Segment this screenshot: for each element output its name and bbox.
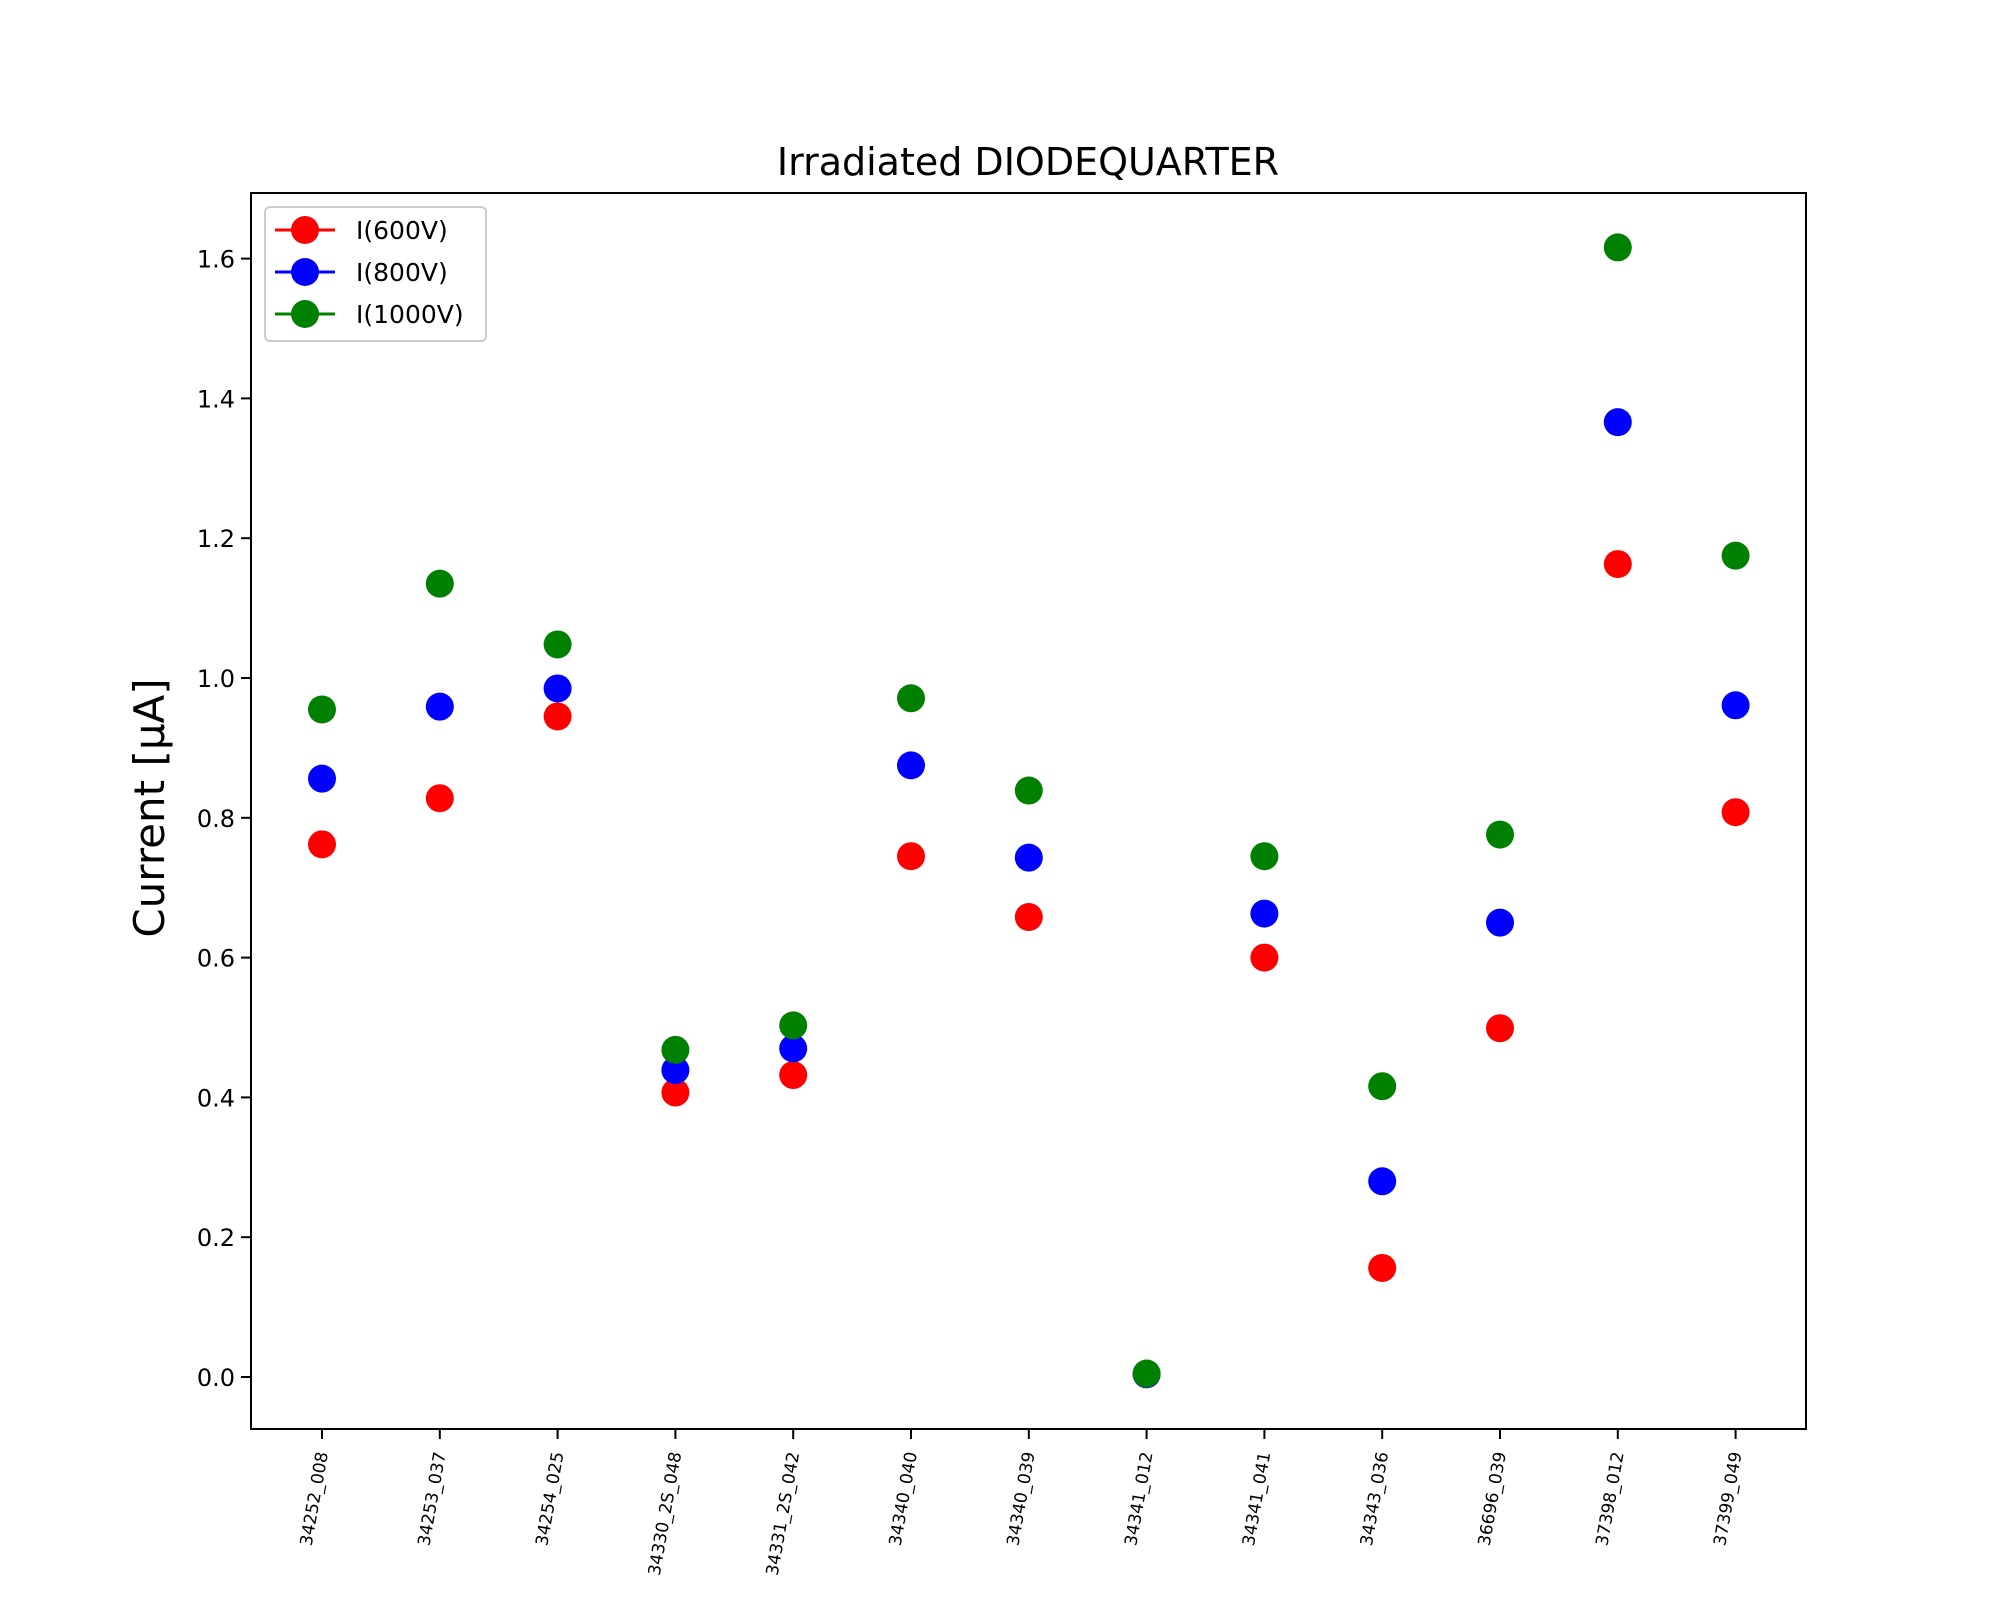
legend: I(600V) I(800V) I(1000V) xyxy=(264,206,487,342)
data-point xyxy=(308,695,336,724)
legend-label: I(1000V) xyxy=(356,300,464,329)
data-point xyxy=(1486,1014,1514,1043)
data-point xyxy=(897,751,925,780)
data-point xyxy=(1014,776,1043,805)
legend-marker xyxy=(291,216,319,244)
data-point xyxy=(308,830,336,859)
y-tick-label: 1.6 xyxy=(197,246,235,274)
data-point xyxy=(425,692,454,721)
data-point xyxy=(897,684,925,713)
data-point xyxy=(1014,903,1043,932)
data-point xyxy=(1486,908,1514,937)
data-point xyxy=(779,1034,808,1063)
data-point xyxy=(543,702,572,731)
data-point xyxy=(1132,1359,1161,1388)
data-point xyxy=(1721,691,1750,720)
data-point xyxy=(1250,899,1279,928)
data-point xyxy=(1603,233,1632,262)
y-tick-label: 1.4 xyxy=(197,385,235,413)
data-point xyxy=(1721,541,1750,570)
legend-marker xyxy=(291,258,319,286)
data-point xyxy=(1250,943,1279,972)
data-point xyxy=(1603,408,1632,437)
y-tick-label: 0.6 xyxy=(197,945,235,973)
data-point xyxy=(1368,1167,1397,1196)
data-point xyxy=(1721,798,1750,827)
y-axis-label: Current [μA] xyxy=(125,678,174,937)
legend-label: I(800V) xyxy=(356,258,448,287)
data-point xyxy=(1603,550,1632,579)
data-point xyxy=(425,784,454,813)
y-tick-label: 0.2 xyxy=(197,1224,235,1252)
legend-box xyxy=(264,206,487,342)
data-point xyxy=(543,630,572,659)
data-point xyxy=(661,1056,690,1085)
data-point xyxy=(1250,842,1279,871)
chart-title: Irradiated DIODEQUARTER xyxy=(777,140,1279,184)
data-point xyxy=(661,1035,690,1064)
y-tick-label: 0.4 xyxy=(197,1084,235,1112)
data-point xyxy=(1486,820,1514,849)
data-point xyxy=(779,1061,808,1090)
legend-label: I(600V) xyxy=(356,216,448,245)
y-tick-label: 0.8 xyxy=(197,805,235,833)
data-point xyxy=(1368,1253,1397,1282)
data-point xyxy=(661,1078,690,1107)
data-point xyxy=(308,764,336,793)
legend-marker xyxy=(291,300,319,328)
y-tick-label: 0.0 xyxy=(197,1364,235,1392)
y-tick-label: 1.2 xyxy=(197,525,235,553)
data-point xyxy=(1014,843,1043,872)
data-point xyxy=(897,842,925,871)
data-point xyxy=(779,1011,808,1040)
data-points xyxy=(308,233,1750,1389)
y-tick-label: 1.0 xyxy=(197,665,235,693)
data-point xyxy=(543,674,572,703)
data-point xyxy=(1368,1072,1397,1101)
data-point xyxy=(425,569,454,598)
